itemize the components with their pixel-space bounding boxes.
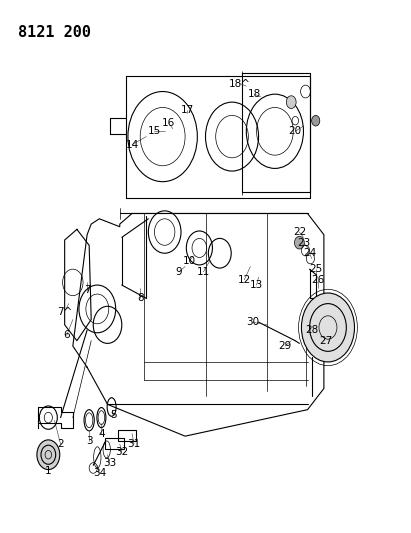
Text: 17: 17 (180, 105, 194, 115)
Circle shape (295, 236, 304, 249)
Text: 28: 28 (305, 325, 318, 335)
Text: 15: 15 (148, 126, 161, 136)
Text: 8121 200: 8121 200 (18, 25, 91, 41)
Text: 31: 31 (127, 439, 141, 449)
Text: 8: 8 (137, 293, 143, 303)
Text: 4: 4 (98, 429, 105, 439)
Text: 3: 3 (86, 437, 92, 447)
Text: 22: 22 (293, 227, 306, 237)
Text: 29: 29 (279, 341, 292, 351)
Text: 11: 11 (197, 267, 210, 277)
Circle shape (301, 293, 355, 362)
Text: 14: 14 (125, 140, 139, 150)
Text: 13: 13 (250, 280, 263, 290)
Text: 12: 12 (238, 274, 251, 285)
Text: 33: 33 (103, 458, 116, 467)
Text: 27: 27 (319, 336, 332, 346)
Text: 23: 23 (297, 238, 310, 248)
Text: 30: 30 (246, 317, 259, 327)
Text: 7: 7 (84, 285, 90, 295)
Text: 7^: 7^ (57, 306, 72, 317)
Circle shape (37, 440, 60, 470)
Text: 20: 20 (289, 126, 302, 136)
Text: 18: 18 (248, 89, 261, 99)
Text: 34: 34 (93, 469, 106, 478)
Text: 6: 6 (63, 330, 70, 341)
Text: 26: 26 (311, 274, 324, 285)
Circle shape (312, 115, 320, 126)
Text: 32: 32 (115, 447, 129, 457)
Text: 25: 25 (309, 264, 322, 274)
Text: 1: 1 (45, 466, 52, 475)
Text: 10: 10 (182, 256, 196, 266)
Text: 5: 5 (110, 410, 117, 420)
Text: 16: 16 (162, 118, 175, 128)
Text: 9: 9 (175, 267, 182, 277)
Text: 2: 2 (57, 439, 64, 449)
Circle shape (286, 96, 296, 109)
Text: 24: 24 (303, 248, 316, 259)
Text: 18^: 18^ (229, 78, 251, 88)
